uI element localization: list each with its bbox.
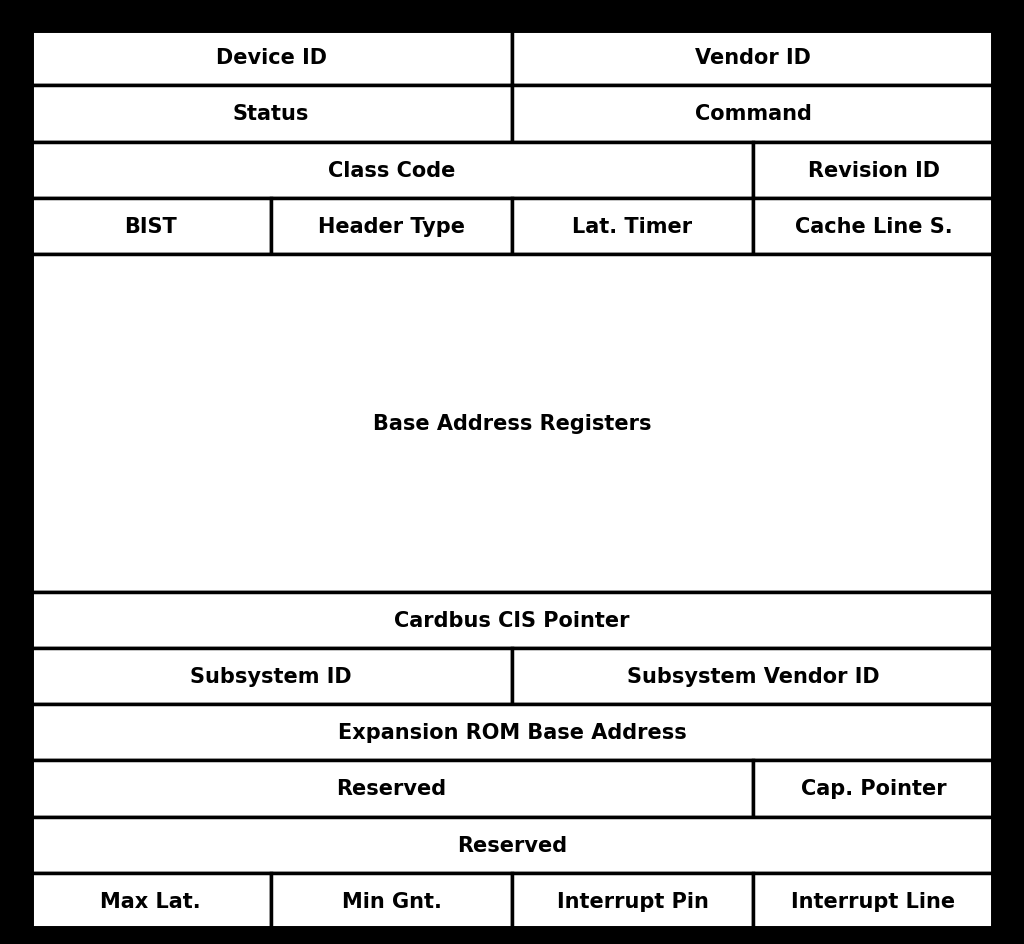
Text: Min Gnt.: Min Gnt.	[342, 891, 441, 911]
Text: Expansion ROM Base Address: Expansion ROM Base Address	[338, 722, 686, 742]
Bar	[271, 873, 512, 929]
Bar	[30, 704, 994, 761]
Text: Cap. Pointer: Cap. Pointer	[801, 779, 946, 799]
Bar	[512, 873, 753, 929]
Bar	[753, 761, 994, 817]
Text: BIST: BIST	[124, 216, 177, 237]
Text: Cardbus CIS Pointer: Cardbus CIS Pointer	[394, 610, 630, 630]
Bar	[753, 873, 994, 929]
Bar	[30, 592, 994, 649]
Text: Reserved: Reserved	[337, 779, 446, 799]
Text: Reserved: Reserved	[457, 834, 567, 854]
Bar	[512, 30, 994, 86]
Bar	[30, 143, 753, 198]
Text: Base Address Registers: Base Address Registers	[373, 413, 651, 433]
Bar	[753, 143, 994, 198]
Text: Device ID: Device ID	[215, 48, 327, 68]
Text: Max Lat.: Max Lat.	[100, 891, 201, 911]
Text: Vendor ID: Vendor ID	[695, 48, 811, 68]
Text: Subsystem Vendor ID: Subsystem Vendor ID	[627, 666, 880, 686]
Text: Class Code: Class Code	[328, 160, 456, 180]
Bar	[30, 873, 271, 929]
Bar	[30, 817, 994, 873]
Bar	[512, 649, 994, 704]
Bar	[30, 255, 994, 592]
Bar	[512, 86, 994, 143]
Bar	[30, 649, 512, 704]
Text: Revision ID: Revision ID	[808, 160, 939, 180]
Text: Interrupt Line: Interrupt Line	[792, 891, 955, 911]
Bar	[271, 198, 512, 255]
Bar	[30, 86, 512, 143]
Text: Command: Command	[694, 104, 811, 125]
Text: Interrupt Pin: Interrupt Pin	[557, 891, 709, 911]
Bar	[30, 761, 753, 817]
Text: Header Type: Header Type	[318, 216, 465, 237]
Text: Lat. Timer: Lat. Timer	[572, 216, 692, 237]
Bar	[30, 30, 512, 86]
Bar	[753, 198, 994, 255]
Text: Subsystem ID: Subsystem ID	[190, 666, 352, 686]
Bar	[512, 198, 753, 255]
Text: Status: Status	[232, 104, 309, 125]
Bar	[30, 198, 271, 255]
Text: Cache Line S.: Cache Line S.	[795, 216, 952, 237]
